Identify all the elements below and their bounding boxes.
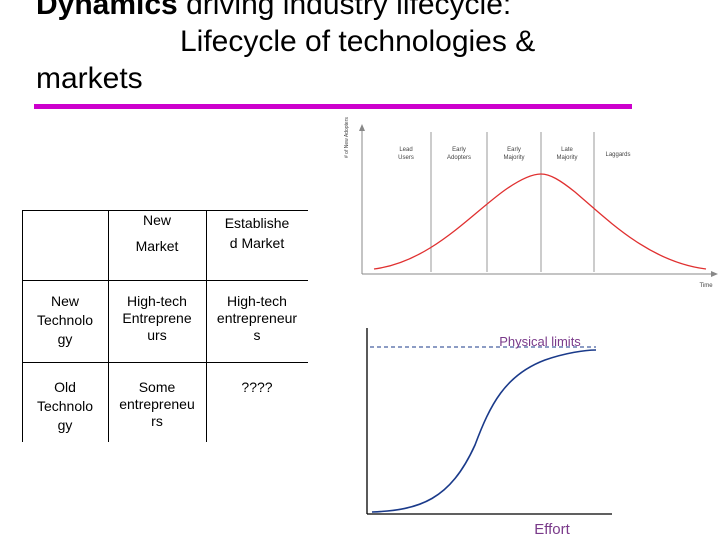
header-new-market: New Market	[135, 212, 179, 254]
matrix-border-top	[22, 210, 308, 211]
segment-label-early-adopters: Early Adopters	[447, 147, 471, 161]
slide-title: Dynamics driving industry lifecycle: Lif…	[36, 0, 676, 97]
adoption-x-label: Time	[699, 283, 713, 289]
segment-label-lead-users: Lead Users	[398, 147, 414, 161]
title-bold: Dynamics	[36, 0, 178, 21]
s-curve-line	[371, 349, 597, 513]
physical-limits-label: Physical limits	[499, 334, 581, 349]
adoption-bell-curve	[373, 173, 707, 270]
segment-label-laggards: Laggards	[605, 152, 630, 158]
matrix-divider-1	[108, 210, 109, 442]
title-line-3: markets	[36, 62, 143, 95]
segment-label-early-majority: Early Majority	[503, 147, 524, 161]
effort-label: Effort	[534, 521, 570, 538]
title-line-2: Lifecycle of technologies &	[180, 25, 536, 58]
tech-market-matrix: New Market Establishe d Market New Techn…	[22, 210, 308, 442]
matrix-row-divider-1	[22, 280, 308, 281]
cell-new-tech-new-market: High-tech Entreprene urs	[122, 292, 192, 343]
adoption-x-arrow	[711, 271, 718, 277]
adoption-y-label: # of New Adopters	[344, 117, 350, 158]
matrix-row-divider-2	[22, 362, 308, 363]
header-established-market: Establishe d Market	[224, 215, 290, 251]
cell-old-tech-established-market: ????	[241, 378, 273, 395]
matrix-border-left	[22, 210, 23, 442]
matrix-divider-2	[206, 210, 207, 442]
cell-new-tech-established-market: High-tech entrepreneur s	[216, 292, 298, 343]
cell-old-tech-new-market: Some entrepreneu rs	[119, 378, 195, 429]
title-underline	[34, 104, 632, 109]
title-rest: driving industry lifecycle:	[177, 0, 512, 21]
row-new-technology: New Technolo gy	[36, 292, 94, 347]
row-old-technology: Old Technolo gy	[36, 378, 94, 433]
segment-label-late-majority: Late Majority	[556, 147, 577, 161]
adoption-y-arrow	[359, 124, 365, 131]
